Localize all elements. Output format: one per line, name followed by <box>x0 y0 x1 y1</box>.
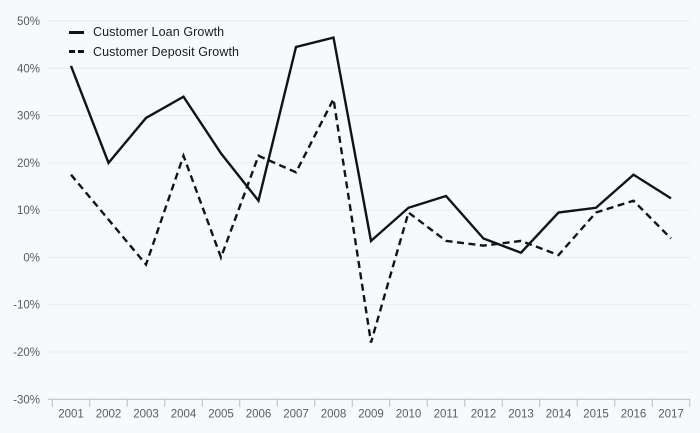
y-tick-label: 0% <box>23 252 40 264</box>
legend-label-loan-growth: Customer Loan Growth <box>93 25 225 39</box>
x-tick-label: 2015 <box>583 409 609 421</box>
y-axis-labels: 50% 40% 30% 20% 10% 0% -10% -20% -30% <box>13 16 40 406</box>
x-tick-label: 2016 <box>621 409 647 421</box>
x-tick-label: 2004 <box>171 409 197 421</box>
x-tick-label: 2003 <box>133 409 159 421</box>
legend-item-customer-loan-growth: Customer Loan Growth <box>69 26 239 39</box>
x-tick-label: 2008 <box>321 409 347 421</box>
y-tick-label: 20% <box>17 158 40 170</box>
y-tick-label: -20% <box>13 347 40 359</box>
x-tick-label: 2014 <box>546 409 572 421</box>
x-tick-label: 2017 <box>658 409 684 421</box>
y-tick-label: -30% <box>13 394 40 406</box>
solid-line-icon <box>69 30 84 34</box>
x-axis-ticks <box>51 399 691 407</box>
x-tick-label: 2001 <box>58 409 84 421</box>
x-tick-label: 2006 <box>246 409 272 421</box>
chart-legend: Customer Loan Growth Customer Deposit Gr… <box>69 26 239 58</box>
legend-label-deposit-growth: Customer Deposit Growth <box>93 44 240 59</box>
customer-deposit-growth-line <box>70 95 672 343</box>
legend-item-customer-deposit-growth: Customer Deposit Growth <box>69 44 240 59</box>
y-tick-label: 30% <box>17 111 40 123</box>
x-tick-label: 2007 <box>283 409 309 421</box>
y-tick-label: -10% <box>13 300 40 312</box>
x-tick-label: 2005 <box>208 409 234 421</box>
x-tick-label: 2013 <box>508 409 534 421</box>
y-tick-label: 10% <box>17 205 40 217</box>
gridlines <box>48 20 690 400</box>
x-tick-label: 2002 <box>96 409 122 421</box>
x-tick-label: 2010 <box>396 409 422 421</box>
dashed-line-icon <box>69 50 84 54</box>
x-tick-label: 2012 <box>471 409 497 421</box>
x-axis-labels: 2001 2002 2003 2004 2005 2006 2007 2008 2009 2010… <box>58 409 684 421</box>
x-tick-label: 2011 <box>434 409 459 421</box>
customer-loan-growth-line <box>69 36 672 255</box>
y-tick-label: 40% <box>17 63 40 75</box>
y-tick-label: 50% <box>17 16 40 28</box>
x-tick-label: 2009 <box>358 409 384 421</box>
